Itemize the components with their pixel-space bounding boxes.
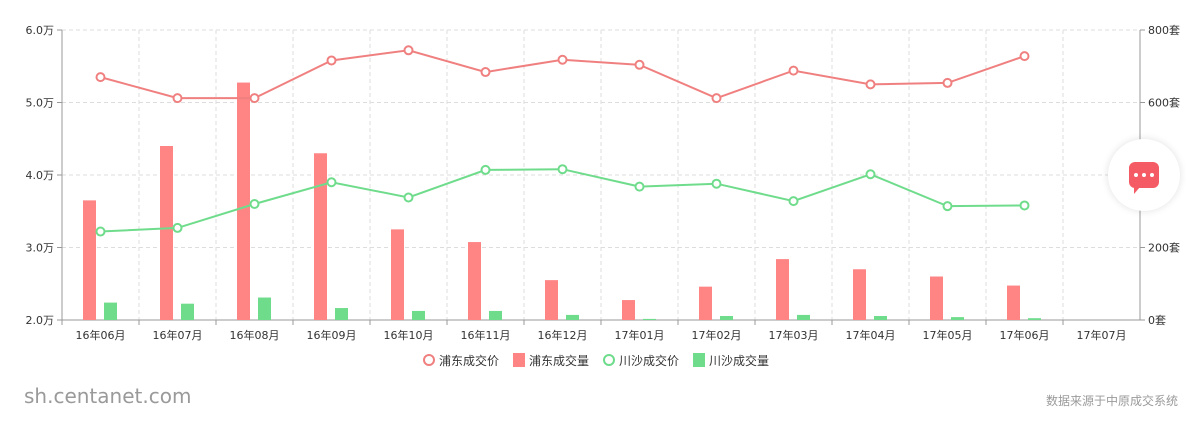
bar-cs-volume	[720, 316, 733, 320]
x-tick-label: 17年01月	[615, 328, 665, 342]
point-pd-price	[326, 55, 337, 66]
point-pd-price	[172, 93, 183, 104]
x-tick-label: 17年05月	[923, 328, 973, 342]
point-pd-price	[942, 77, 953, 88]
bar-pd-volume	[622, 300, 635, 320]
bar-pd-volume	[83, 200, 96, 320]
legend-item-pd-volume[interactable]: 浦东成交量	[512, 352, 589, 369]
chat-button[interactable]	[1108, 139, 1180, 211]
point-cs-price	[634, 181, 645, 192]
bar-pd-volume	[160, 146, 173, 320]
legend-marker-pd-volume	[512, 353, 525, 367]
x-tick-label: 17年06月	[1000, 328, 1050, 342]
point-cs-price	[326, 177, 337, 188]
bar-cs-volume	[258, 297, 271, 320]
left-tick-label: 2.0万	[26, 314, 55, 327]
bar-cs-volume	[181, 303, 194, 320]
chart-legend: 浦东成交价 浦东成交量 川沙成交价 川沙成交量	[0, 350, 1192, 370]
bar-pd-volume	[853, 269, 866, 320]
bar-pd-volume	[314, 153, 327, 320]
left-tick-label: 6.0万	[26, 24, 55, 37]
right-tick-label: 800套	[1148, 24, 1180, 37]
bar-pd-volume	[391, 229, 404, 320]
right-tick-label: 600套	[1148, 97, 1180, 110]
point-cs-price	[788, 196, 799, 207]
point-cs-price	[172, 222, 183, 233]
data-source-note: 数据来源于中原成交系统	[1045, 394, 1178, 408]
bar-cs-volume	[874, 316, 887, 320]
point-pd-price	[557, 54, 568, 65]
legend-label-cs-price: 川沙成交价	[619, 353, 680, 368]
right-tick-label: 200套	[1148, 242, 1180, 255]
bar-cs-volume	[1028, 318, 1041, 320]
legend-item-pd-price[interactable]: 浦东成交价	[422, 352, 499, 369]
bar-cs-volume	[335, 308, 348, 320]
point-cs-price	[403, 192, 414, 203]
point-cs-price	[557, 164, 568, 175]
point-cs-price	[942, 201, 953, 212]
x-tick-label: 17年02月	[692, 328, 742, 342]
point-pd-price	[865, 79, 876, 90]
legend-marker-cs-price	[603, 354, 615, 366]
point-cs-price	[480, 164, 491, 175]
bar-cs-volume	[643, 318, 656, 320]
point-pd-price	[95, 72, 106, 83]
right-tick-label: 0套	[1148, 314, 1166, 327]
x-tick-label: 16年07月	[153, 328, 203, 342]
point-cs-price	[1019, 200, 1030, 211]
legend-item-cs-price[interactable]: 川沙成交价	[603, 352, 679, 369]
bar-cs-volume	[412, 310, 425, 320]
legend-label-pd-volume: 浦东成交量	[528, 353, 589, 368]
bar-cs-volume	[951, 317, 964, 320]
legend-label-pd-price: 浦东成交价	[438, 353, 499, 368]
bar-cs-volume	[489, 310, 502, 320]
left-tick-label: 5.0万	[26, 97, 55, 110]
legend-label-cs-volume: 川沙成交量	[709, 353, 770, 368]
x-tick-label: 16年06月	[76, 328, 126, 342]
x-tick-label: 16年11月	[461, 328, 511, 342]
point-pd-price	[788, 65, 799, 76]
point-pd-price	[403, 45, 414, 56]
point-cs-price	[865, 169, 876, 180]
chat-bubble-icon	[1129, 162, 1159, 194]
point-cs-price	[249, 199, 260, 209]
site-watermark: sh.centanet.com	[24, 384, 192, 408]
bar-pd-volume	[930, 276, 943, 320]
point-cs-price	[95, 226, 106, 237]
bar-pd-volume	[237, 82, 250, 320]
left-tick-label: 3.0万	[26, 242, 55, 255]
legend-marker-cs-volume	[693, 353, 706, 367]
left-tick-label: 4.0万	[26, 169, 55, 182]
bar-pd-volume	[1007, 285, 1020, 320]
bar-cs-volume	[104, 302, 117, 320]
x-tick-label: 17年04月	[846, 328, 896, 342]
point-cs-price	[711, 178, 722, 189]
bar-pd-volume	[776, 259, 789, 320]
point-pd-price	[711, 93, 722, 104]
legend-item-cs-volume[interactable]: 川沙成交量	[693, 352, 769, 369]
point-pd-price	[634, 59, 645, 70]
bar-cs-volume	[797, 314, 810, 320]
point-pd-price	[1019, 51, 1030, 62]
x-tick-label: 17年07月	[1077, 328, 1127, 342]
bar-pd-volume	[699, 286, 712, 320]
point-pd-price	[480, 67, 491, 78]
bar-pd-volume	[468, 242, 481, 320]
point-pd-price	[249, 93, 260, 104]
x-tick-label: 17年03月	[769, 328, 819, 342]
x-tick-label: 16年08月	[230, 328, 280, 342]
x-tick-label: 16年12月	[538, 328, 588, 342]
x-tick-label: 16年09月	[307, 328, 357, 342]
bar-cs-volume	[566, 314, 579, 320]
legend-marker-pd-price	[422, 354, 435, 366]
bar-pd-volume	[545, 280, 558, 320]
x-tick-label: 16年10月	[384, 328, 434, 342]
